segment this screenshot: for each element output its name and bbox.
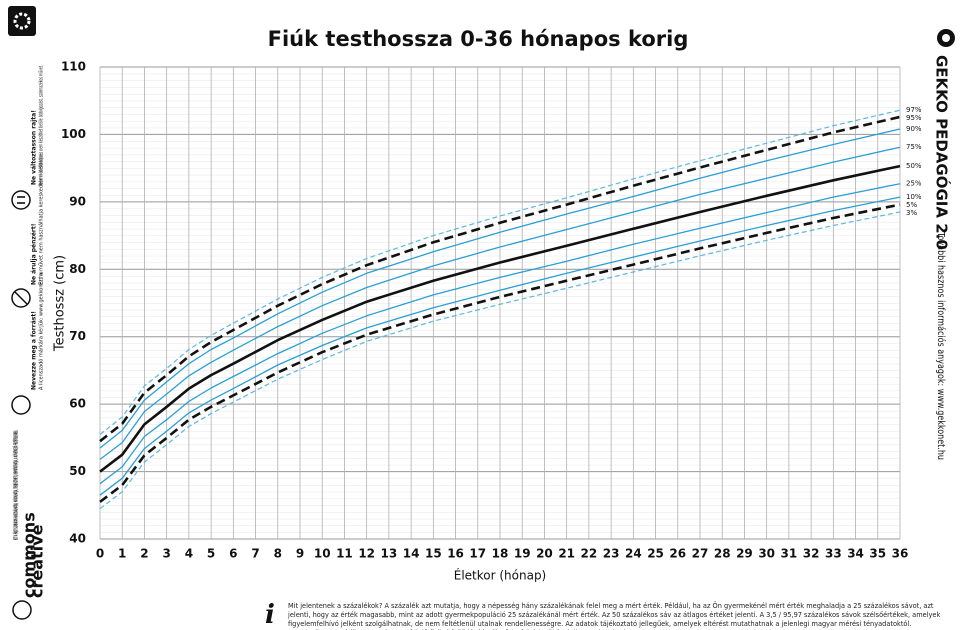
y-tick-label: 80 <box>69 262 86 276</box>
legend-label: 75% <box>906 143 922 151</box>
x-tick-label: 12 <box>358 547 375 561</box>
x-tick-label: 27 <box>692 547 709 561</box>
x-tick-label: 21 <box>558 547 575 561</box>
cc-top: creative <box>28 524 47 598</box>
legend-label: 50% <box>906 162 922 170</box>
y-tick-label: 50 <box>69 464 86 478</box>
x-tick-label: 7 <box>251 547 259 561</box>
nc-slash <box>14 291 28 305</box>
x-tick-label: 10 <box>314 547 331 561</box>
x-tick-label: 13 <box>381 547 398 561</box>
x-tick-label: 6 <box>229 547 237 561</box>
info-text: Mit jelentenek a százalékok? A százalék … <box>288 602 941 630</box>
brand-more: További hasznos információs anyagok: www… <box>935 231 947 460</box>
x-tick-label: 24 <box>625 547 642 561</box>
x-tick-label: 20 <box>536 547 553 561</box>
cc-bottom: commons <box>20 512 39 598</box>
percentile-line <box>99 109 901 435</box>
x-tick-label: 14 <box>403 547 420 561</box>
legend-label: 95% <box>906 114 922 122</box>
x-tick-label: 29 <box>736 547 753 561</box>
x-tick-label: 19 <box>514 547 531 561</box>
x-tick-label: 17 <box>469 547 486 561</box>
x-tick-label: 8 <box>274 547 282 561</box>
x-tick-label: 26 <box>669 547 686 561</box>
logo-box <box>8 6 36 36</box>
y-tick-label: 100 <box>61 127 86 141</box>
x-tick-label: 23 <box>603 547 620 561</box>
legend-label: 25% <box>906 180 922 188</box>
x-tick-label: 18 <box>492 547 509 561</box>
x-tick-label: 3 <box>162 547 170 561</box>
y-tick-label: 60 <box>69 397 86 411</box>
license-text: Ezt a művet nem használhatja kereskedelm… <box>38 152 45 285</box>
x-tick-label: 32 <box>803 547 820 561</box>
x-tick-label: 28 <box>714 547 731 561</box>
by-icon <box>11 395 31 415</box>
license-title: Ne változtasson rajta! <box>31 110 38 185</box>
license-text: Nem módosíthatja és nem készíthet belőle… <box>38 65 45 185</box>
legend-label: 10% <box>906 193 922 201</box>
x-tick-label: 2 <box>140 547 148 561</box>
x-tick-label: 11 <box>336 547 353 561</box>
x-tick-label: 30 <box>758 547 775 561</box>
x-tick-label: 4 <box>185 547 193 561</box>
percentile-line <box>99 183 901 485</box>
x-axis-label: Életkor (hónap) <box>454 568 547 583</box>
y-tick-label: 110 <box>61 60 86 74</box>
y-tick-label: 40 <box>69 532 86 546</box>
nc-icon <box>11 288 31 308</box>
license-title: Ne árulja pénzért! <box>31 224 38 285</box>
y-axis-label: Testhossz (cm) <box>53 255 68 352</box>
legend-label: 3% <box>906 209 917 217</box>
percentile-line <box>99 164 901 473</box>
license-text: A licenszadó márkára kérjük: www.gekkone… <box>38 272 45 391</box>
x-tick-label: 1 <box>118 547 126 561</box>
legend-label: 5% <box>906 201 917 209</box>
chart-title: Fiúk testhossza 0-36 hónapos korig <box>268 27 689 51</box>
cc-icon <box>12 600 32 620</box>
percentile-line <box>99 211 901 510</box>
x-tick-label: 0 <box>96 547 104 561</box>
y-tick-label: 90 <box>69 194 86 208</box>
x-tick-label: 5 <box>207 547 215 561</box>
percentile-line <box>99 203 901 503</box>
x-tick-label: 16 <box>447 547 464 561</box>
x-tick-label: 9 <box>296 547 304 561</box>
x-tick-label: 36 <box>892 547 909 561</box>
percentile-line <box>99 196 901 496</box>
nd-icon <box>11 190 31 210</box>
x-tick-label: 34 <box>847 547 864 561</box>
percentile-line <box>99 146 901 460</box>
legend-label: 90% <box>906 125 922 133</box>
info-icon: i <box>265 600 275 630</box>
license-intro: EZT A FÁJLT SZABADON HASZNÁLHATJA, MÁSOL… <box>12 430 20 540</box>
x-tick-label: 25 <box>647 547 664 561</box>
x-tick-label: 15 <box>425 547 442 561</box>
license-title: Nevezze meg a forrást! <box>31 311 38 390</box>
gear-icon <box>13 12 31 30</box>
legend-label: 97% <box>906 106 922 114</box>
x-tick-label: 31 <box>781 547 798 561</box>
x-tick-label: 35 <box>869 547 886 561</box>
percentile-line <box>99 128 901 449</box>
x-tick-label: 22 <box>581 547 598 561</box>
percentile-line <box>99 115 901 443</box>
x-tick-label: 33 <box>825 547 842 561</box>
brand-name: GEKKO PEDAGÓGIA 2.0 <box>933 55 952 250</box>
y-tick-label: 70 <box>69 329 86 343</box>
brand-gear-hole <box>942 34 950 42</box>
